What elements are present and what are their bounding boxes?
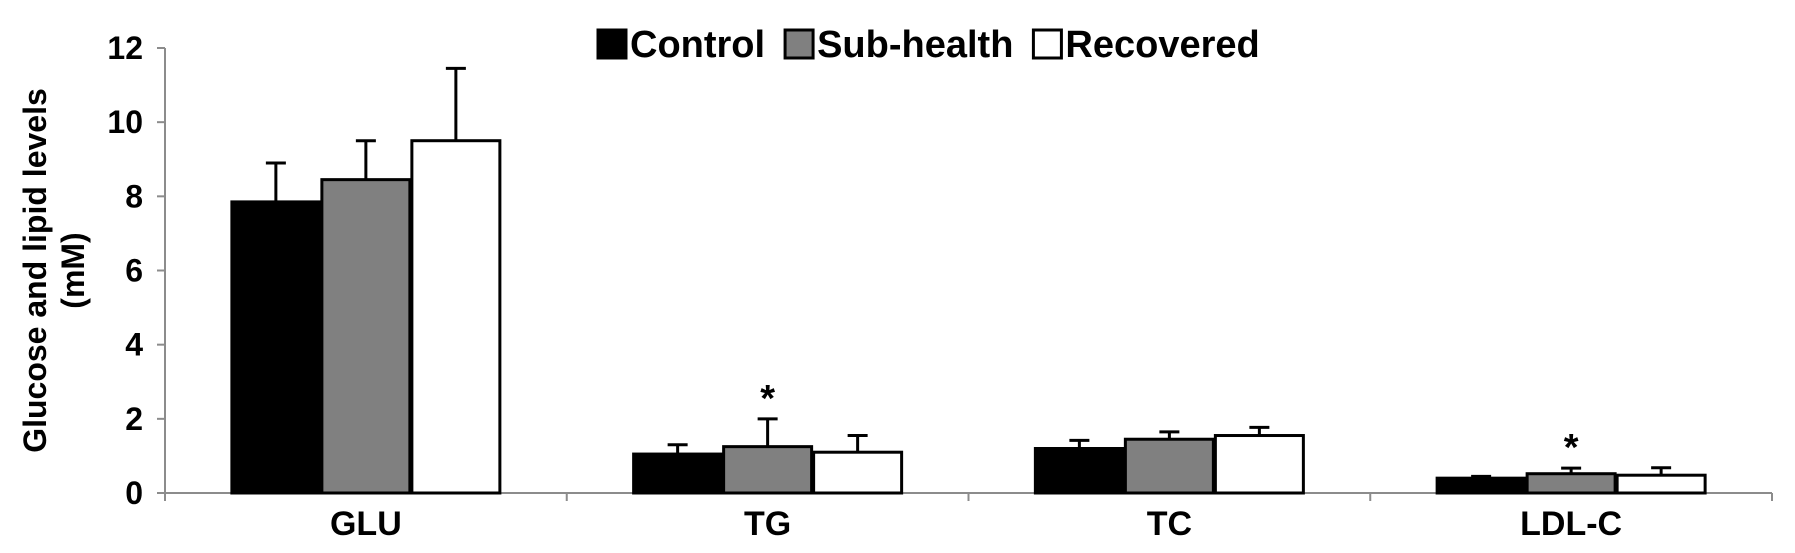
legend-swatch-sub-health bbox=[783, 28, 815, 60]
x-tick-label: LDL-C bbox=[1520, 505, 1622, 543]
y-tick-label: 4 bbox=[125, 327, 143, 363]
y-tick-label: 0 bbox=[125, 475, 143, 511]
y-tick-label: 10 bbox=[107, 104, 143, 140]
significance-marker: * bbox=[1564, 427, 1579, 469]
y-axis-title: Glucose and lipid levels(mM) bbox=[17, 88, 91, 453]
bar-glu-control bbox=[230, 200, 322, 495]
legend-swatch-recovered bbox=[1031, 28, 1063, 60]
y-axis-label-line: Glucose and lipid levels bbox=[17, 88, 53, 453]
bar-tg-recovered bbox=[812, 450, 904, 495]
x-tick-label: GLU bbox=[330, 505, 402, 543]
y-axis-label: Glucose and lipid levels(mM) bbox=[17, 88, 91, 453]
legend: Control Sub-health Recovered bbox=[596, 24, 1260, 66]
labels-group: 0 2 4 6 8 10 12 GLU TG TC LDL-C * * bbox=[107, 30, 1622, 543]
legend-label: Recovered bbox=[1065, 24, 1259, 66]
x-tick-label: TC bbox=[1147, 505, 1192, 543]
y-axis-label-line: (mM) bbox=[55, 232, 91, 308]
y-tick-label: 12 bbox=[107, 30, 143, 66]
y-tick-label: 2 bbox=[125, 401, 143, 437]
y-tick-label: 8 bbox=[125, 178, 143, 214]
bar-tc-sub-health bbox=[1123, 437, 1215, 495]
x-tick-label: TG bbox=[744, 505, 791, 543]
bar-tg-sub-health bbox=[722, 445, 814, 495]
bar-glu-recovered bbox=[410, 139, 502, 495]
legend-swatch-control bbox=[596, 28, 628, 60]
legend-label: Sub-health bbox=[817, 24, 1013, 66]
y-tick-label: 6 bbox=[125, 253, 143, 289]
bar-tg-control bbox=[632, 452, 724, 495]
bar-glu-sub-health bbox=[320, 178, 412, 495]
bars-group bbox=[230, 66, 1707, 495]
bar-tc-control bbox=[1033, 447, 1125, 495]
legend-label: Control bbox=[630, 24, 765, 66]
significance-marker: * bbox=[760, 378, 775, 420]
bar-ldl-c-control bbox=[1435, 476, 1527, 495]
bar-ldl-c-sub-health bbox=[1525, 472, 1617, 495]
bar-ldl-c-recovered bbox=[1615, 473, 1707, 495]
bar-tc-recovered bbox=[1213, 434, 1305, 495]
